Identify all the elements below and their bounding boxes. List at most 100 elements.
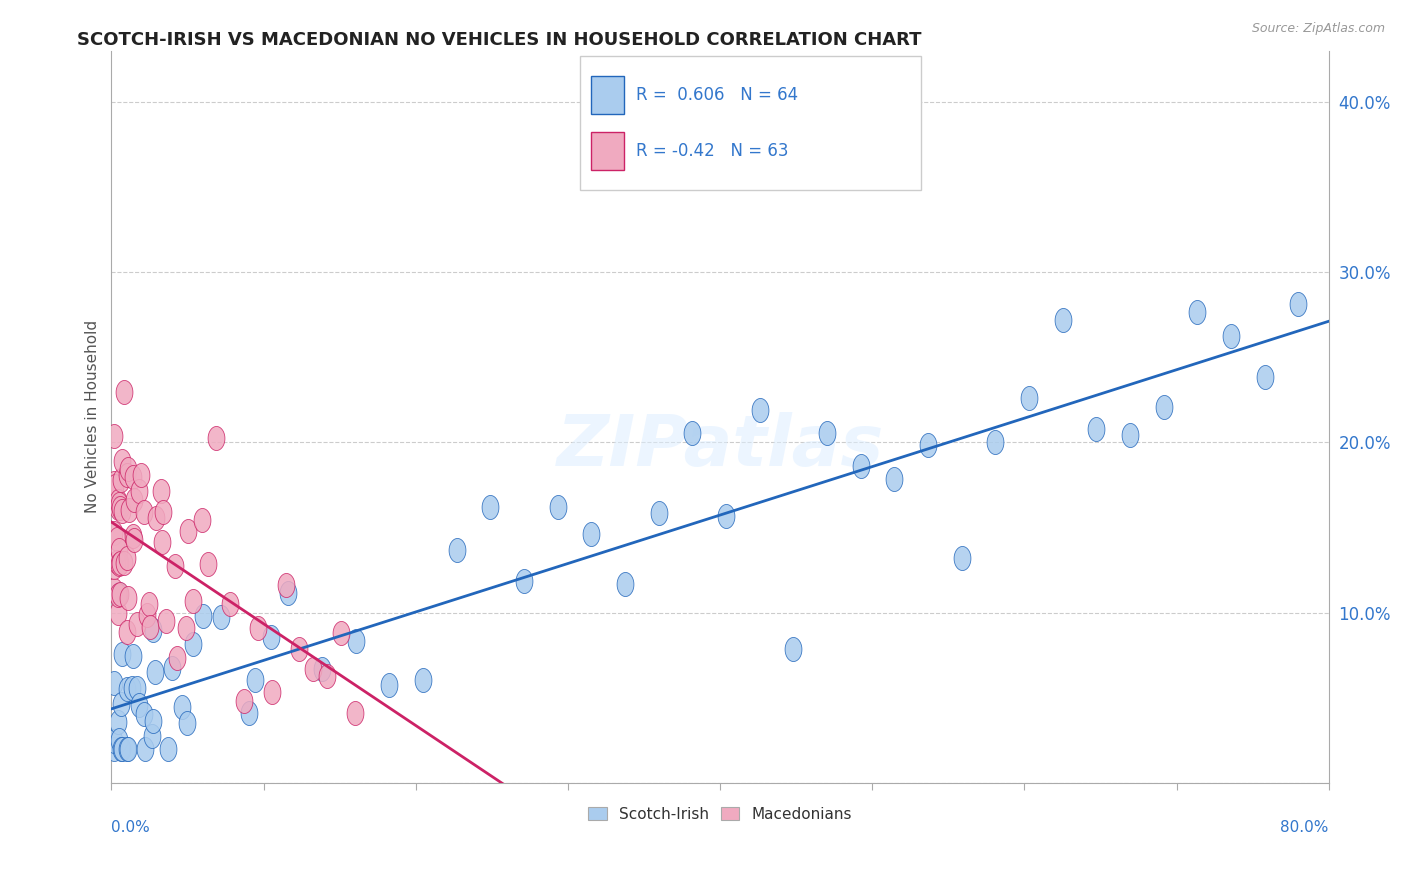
Point [107,588,129,602]
Point [1052,313,1074,327]
Point [614,577,637,591]
Point [107,501,129,516]
Point [112,385,135,400]
Point [155,615,177,629]
Point [191,513,214,527]
Point [149,483,172,498]
Point [1018,391,1040,405]
Point [152,505,174,519]
Point [103,429,125,443]
Point [108,732,131,747]
Point [950,551,973,566]
Point [122,492,145,507]
FancyBboxPatch shape [591,132,624,169]
Point [1085,422,1108,436]
Point [108,587,131,601]
Point [160,661,183,675]
Point [108,556,131,570]
Point [121,681,143,695]
Point [145,511,167,525]
Point [849,459,872,474]
Point [219,597,242,611]
Point [122,469,145,483]
Point [917,438,939,452]
Point [134,506,156,520]
Point [117,461,139,475]
Point [127,681,149,695]
Point [135,607,157,622]
Text: 0.0%: 0.0% [111,820,150,835]
Point [117,591,139,605]
Point [103,742,125,756]
Point [1253,369,1275,384]
Point [197,557,219,571]
Point [1220,329,1243,343]
Text: SCOTCH-IRISH VS MACEDONIAN NO VEHICLES IN HOUSEHOLD CORRELATION CHART: SCOTCH-IRISH VS MACEDONIAN NO VEHICLES I… [77,31,922,49]
Point [111,504,134,518]
Point [1286,297,1309,311]
Point [344,633,367,648]
Point [479,500,502,514]
Point [142,624,165,638]
Text: 80.0%: 80.0% [1281,820,1329,835]
Point [246,621,269,635]
Point [316,669,339,683]
Point [984,435,1007,450]
Point [1187,304,1209,318]
Text: R =  0.606   N = 64: R = 0.606 N = 64 [637,86,799,104]
Point [108,557,131,571]
Text: R = -0.42   N = 63: R = -0.42 N = 63 [637,142,789,161]
Point [110,742,132,756]
Y-axis label: No Vehicles in Household: No Vehicles in Household [86,320,100,514]
FancyBboxPatch shape [591,76,624,113]
Point [181,593,204,607]
Point [115,742,138,756]
Point [260,685,283,699]
Point [883,472,905,486]
Point [1153,400,1175,414]
Point [103,475,125,490]
Point [177,524,200,538]
Point [118,503,141,517]
Point [105,532,128,546]
Legend: Scotch-Irish, Macedonians: Scotch-Irish, Macedonians [583,803,856,827]
Text: Source: ZipAtlas.com: Source: ZipAtlas.com [1251,22,1385,36]
Point [124,533,146,547]
Point [117,467,139,482]
Point [238,706,260,721]
Point [103,676,125,690]
Point [107,714,129,729]
Point [142,714,165,728]
FancyBboxPatch shape [581,56,921,190]
Point [134,742,156,756]
Point [115,681,138,696]
Point [128,483,150,498]
Point [115,624,138,639]
Point [110,698,132,712]
Point [163,559,186,574]
Point [111,742,134,756]
Point [143,665,166,680]
Point [110,501,132,516]
Point [139,620,162,634]
Point [110,647,132,661]
Point [128,698,150,712]
Point [343,706,366,720]
Point [108,543,131,558]
Point [104,479,127,493]
Point [129,468,152,483]
Point [103,560,125,574]
Point [714,508,737,523]
Point [107,494,129,508]
Point [134,706,156,721]
Point [111,454,134,468]
Point [166,651,188,665]
Point [1119,428,1142,442]
Point [748,403,770,417]
Point [103,582,125,597]
Point [125,617,148,632]
Point [446,542,468,557]
Point [330,626,353,640]
Point [378,678,401,692]
Point [170,700,193,714]
